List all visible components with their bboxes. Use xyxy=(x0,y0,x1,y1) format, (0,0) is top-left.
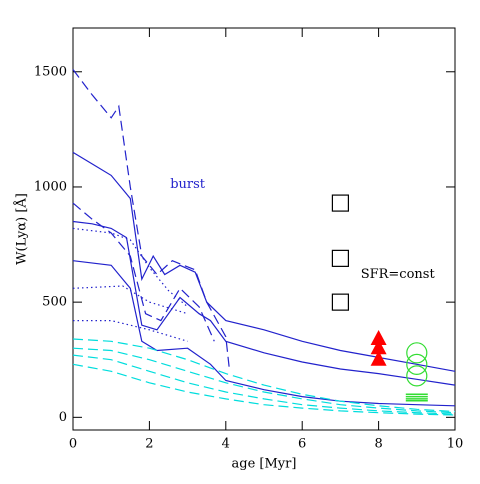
x-axis-label: age [Myr] xyxy=(232,457,297,472)
circle-marker xyxy=(406,342,428,364)
annotation: SFR=const xyxy=(361,267,436,282)
triangle-marker xyxy=(370,330,387,346)
series-line xyxy=(72,338,456,413)
series-line xyxy=(72,220,456,386)
series-line xyxy=(72,347,456,414)
series-line xyxy=(72,202,215,342)
square-marker xyxy=(331,293,349,311)
y-tick-label: 500 xyxy=(42,295,67,310)
series-line xyxy=(72,354,456,415)
triangle-marker xyxy=(370,350,387,366)
series-line xyxy=(72,69,231,372)
x-tick-label: 10 xyxy=(447,437,464,452)
circle-marker xyxy=(406,365,428,387)
circle-marker xyxy=(406,353,428,375)
series-line xyxy=(73,320,188,342)
y-axis-label: W(Lyα) [Å] xyxy=(14,193,30,265)
series-line xyxy=(72,260,456,407)
x-tick-label: 4 xyxy=(222,437,230,452)
triangle-marker xyxy=(370,339,387,355)
y-tick-label: 0 xyxy=(59,410,67,425)
x-tick-label: 0 xyxy=(69,437,77,452)
series-line xyxy=(72,227,188,308)
x-tick-label: 8 xyxy=(374,437,382,452)
series-line xyxy=(72,363,456,416)
square-marker xyxy=(331,249,349,267)
square-marker xyxy=(331,194,349,212)
x-tick-label: 2 xyxy=(145,437,153,452)
x-tick-label: 6 xyxy=(298,437,306,452)
annotation: burst xyxy=(170,177,206,192)
y-tick-label: 1000 xyxy=(34,179,67,194)
plot-frame xyxy=(72,27,456,431)
series-line xyxy=(72,151,456,372)
y-tick-label: 1500 xyxy=(34,64,67,79)
